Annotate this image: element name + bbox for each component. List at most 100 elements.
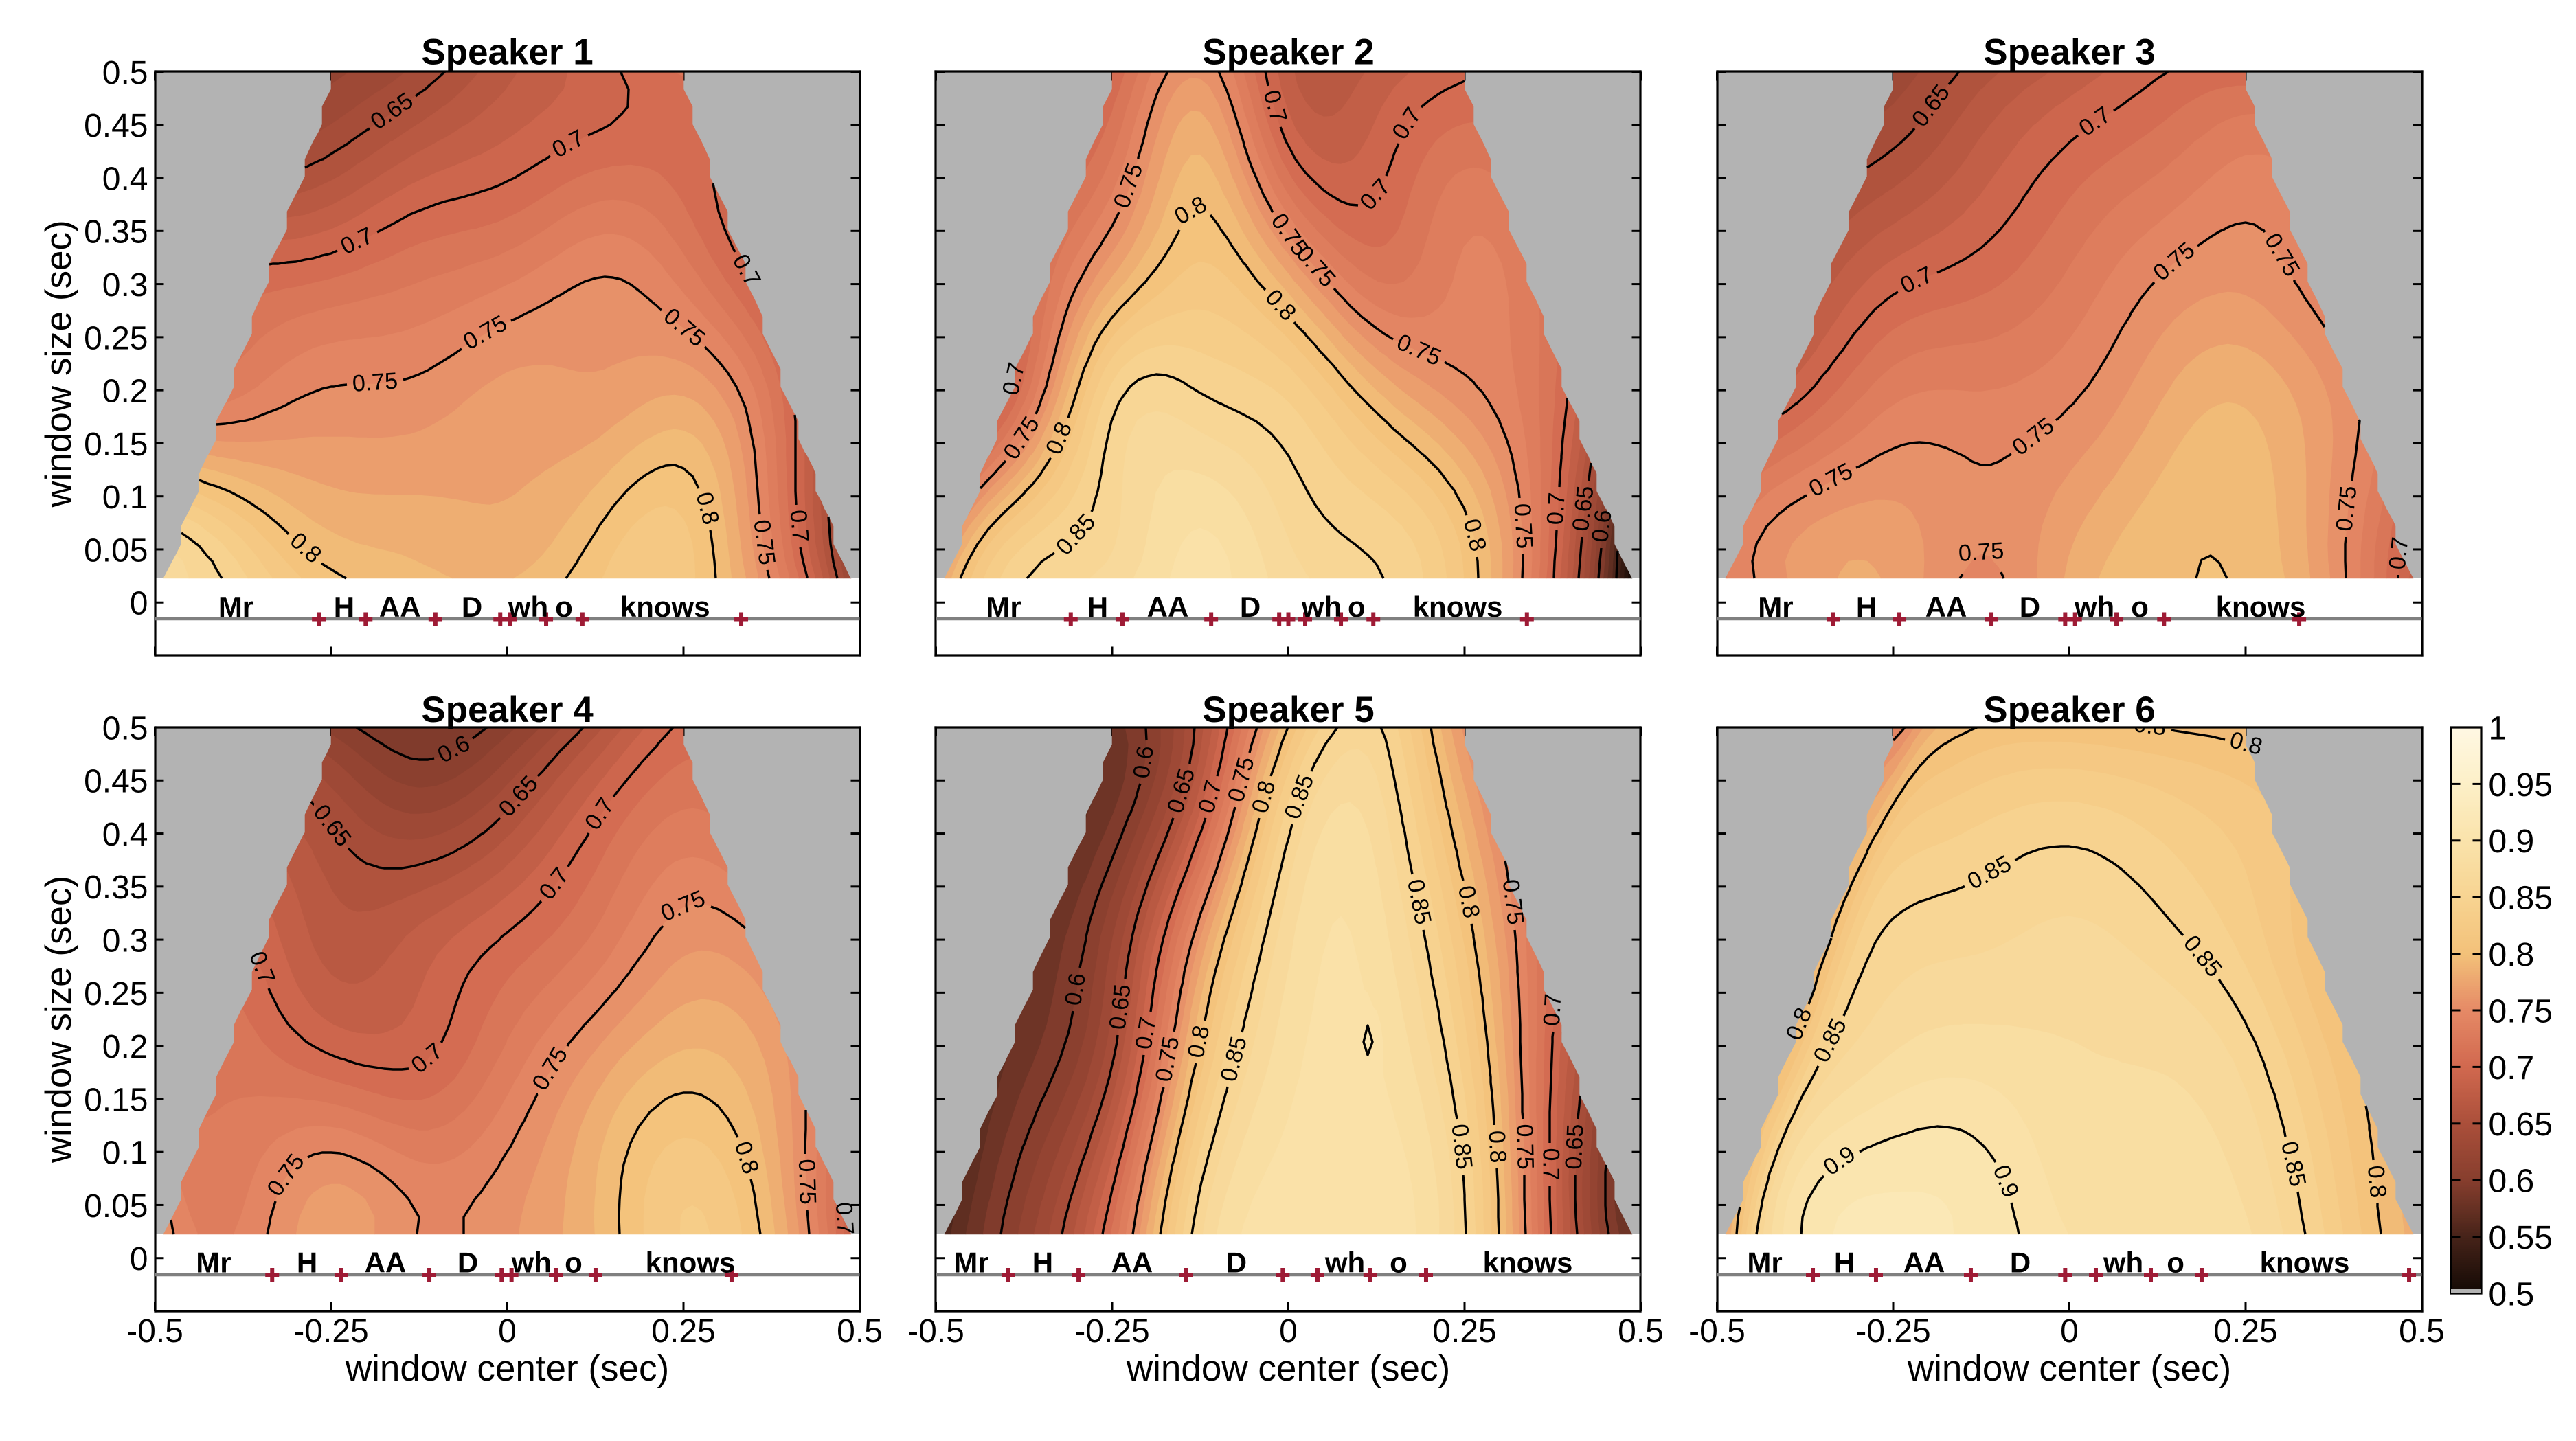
svg-text:Mr: Mr bbox=[953, 1246, 988, 1278]
svg-text:window size (sec): window size (sec) bbox=[38, 876, 79, 1164]
svg-text:0.7: 0.7 bbox=[1131, 1015, 1162, 1051]
svg-text:-0.5: -0.5 bbox=[126, 1313, 183, 1350]
svg-text:0.05: 0.05 bbox=[84, 1188, 148, 1225]
svg-text:0.5: 0.5 bbox=[1618, 1313, 1664, 1350]
svg-text:0.75: 0.75 bbox=[2489, 993, 2553, 1030]
svg-text:0.8: 0.8 bbox=[2489, 937, 2535, 973]
svg-text:H: H bbox=[297, 1246, 317, 1278]
svg-text:0: 0 bbox=[1279, 1313, 1298, 1350]
svg-text:window center (sec): window center (sec) bbox=[345, 1348, 669, 1389]
svg-text:window center (sec): window center (sec) bbox=[1126, 1348, 1450, 1389]
svg-text:D: D bbox=[2020, 591, 2040, 623]
svg-text:0.5: 0.5 bbox=[2399, 1313, 2445, 1350]
svg-text:0.65: 0.65 bbox=[1561, 1124, 1589, 1170]
svg-text:0.45: 0.45 bbox=[84, 764, 148, 800]
svg-text:0.75: 0.75 bbox=[352, 367, 399, 396]
svg-text:Speaker 4: Speaker 4 bbox=[421, 690, 594, 730]
svg-text:0.65: 0.65 bbox=[1568, 484, 1599, 532]
svg-text:knows: knows bbox=[1483, 1246, 1573, 1278]
svg-text:AA: AA bbox=[365, 1246, 407, 1278]
svg-text:0.25: 0.25 bbox=[84, 976, 148, 1012]
svg-text:D: D bbox=[462, 591, 482, 623]
svg-text:0.35: 0.35 bbox=[84, 214, 148, 251]
svg-text:0.6: 0.6 bbox=[1587, 508, 1617, 544]
svg-text:knows: knows bbox=[620, 591, 710, 623]
svg-text:o: o bbox=[555, 591, 573, 623]
svg-text:o: o bbox=[1348, 591, 1366, 623]
svg-text:Speaker 1: Speaker 1 bbox=[421, 32, 593, 73]
svg-text:0.85: 0.85 bbox=[1446, 1122, 1477, 1170]
svg-text:Speaker 3: Speaker 3 bbox=[1983, 32, 2155, 73]
svg-text:D: D bbox=[457, 1246, 478, 1278]
svg-text:knows: knows bbox=[2260, 1246, 2350, 1278]
svg-text:AA: AA bbox=[1925, 591, 1967, 623]
svg-text:AA: AA bbox=[1111, 1246, 1153, 1278]
svg-text:o: o bbox=[1390, 1246, 1408, 1278]
svg-text:knows: knows bbox=[1413, 591, 1503, 623]
svg-text:H: H bbox=[1087, 591, 1108, 623]
svg-text:0.75: 0.75 bbox=[1511, 1124, 1539, 1170]
svg-text:knows: knows bbox=[646, 1246, 736, 1278]
svg-text:Mr: Mr bbox=[1758, 591, 1793, 623]
svg-text:0.5: 0.5 bbox=[837, 1313, 883, 1350]
svg-text:0.2: 0.2 bbox=[102, 374, 148, 410]
svg-text:0.65: 0.65 bbox=[2489, 1107, 2553, 1143]
svg-text:0.35: 0.35 bbox=[84, 870, 148, 906]
svg-text:H: H bbox=[1856, 591, 1877, 623]
svg-text:wh: wh bbox=[1324, 1246, 1365, 1278]
svg-text:0.75: 0.75 bbox=[1958, 538, 2005, 567]
svg-text:0.3: 0.3 bbox=[102, 267, 148, 304]
svg-text:0.2: 0.2 bbox=[102, 1029, 148, 1065]
svg-text:Mr: Mr bbox=[218, 591, 253, 623]
svg-text:0.15: 0.15 bbox=[84, 427, 148, 463]
svg-text:-0.25: -0.25 bbox=[1855, 1313, 1930, 1350]
svg-text:0.8: 0.8 bbox=[2362, 1164, 2391, 1199]
svg-text:-0.25: -0.25 bbox=[1074, 1313, 1149, 1350]
svg-text:0.65: 0.65 bbox=[1105, 983, 1136, 1031]
svg-text:Speaker 5: Speaker 5 bbox=[1202, 690, 1374, 730]
svg-text:0.25: 0.25 bbox=[84, 320, 148, 356]
svg-text:0.75: 0.75 bbox=[1498, 878, 1529, 926]
svg-text:0.8: 0.8 bbox=[2132, 711, 2168, 740]
svg-text:0.8: 0.8 bbox=[1183, 1023, 1215, 1060]
svg-text:0: 0 bbox=[2060, 1313, 2079, 1350]
svg-text:Mr: Mr bbox=[986, 591, 1021, 623]
svg-text:0.25: 0.25 bbox=[2213, 1313, 2277, 1350]
svg-text:0.5: 0.5 bbox=[102, 710, 148, 747]
svg-text:0.75: 0.75 bbox=[1509, 503, 1538, 549]
svg-text:wh: wh bbox=[1301, 591, 1342, 623]
svg-text:-0.5: -0.5 bbox=[1688, 1313, 1745, 1350]
svg-text:0.85: 0.85 bbox=[2489, 881, 2553, 917]
svg-text:0.25: 0.25 bbox=[651, 1313, 715, 1350]
svg-text:o: o bbox=[2131, 591, 2149, 623]
svg-text:0.55: 0.55 bbox=[2489, 1220, 2553, 1256]
svg-text:0.5: 0.5 bbox=[102, 55, 148, 91]
svg-text:0.45: 0.45 bbox=[84, 108, 148, 144]
svg-text:0.4: 0.4 bbox=[102, 817, 148, 853]
svg-text:-0.5: -0.5 bbox=[907, 1313, 964, 1350]
svg-text:0.8: 0.8 bbox=[1483, 1130, 1511, 1164]
svg-text:AA: AA bbox=[1903, 1246, 1945, 1278]
svg-text:0.7: 0.7 bbox=[1538, 1148, 1564, 1181]
svg-text:0.7: 0.7 bbox=[1542, 492, 1570, 526]
svg-text:H: H bbox=[334, 591, 354, 623]
svg-text:0.9: 0.9 bbox=[2489, 824, 2535, 860]
svg-text:wh: wh bbox=[511, 1246, 552, 1278]
svg-text:0: 0 bbox=[498, 1313, 517, 1350]
svg-text:0.5: 0.5 bbox=[2489, 1276, 2535, 1313]
svg-text:AA: AA bbox=[379, 591, 421, 623]
svg-text:D: D bbox=[1226, 1246, 1247, 1278]
svg-text:0.6: 0.6 bbox=[2489, 1164, 2535, 1200]
svg-text:knows: knows bbox=[2216, 591, 2306, 623]
svg-text:0.7: 0.7 bbox=[2384, 536, 2414, 571]
svg-text:0.95: 0.95 bbox=[2489, 767, 2553, 804]
svg-text:1: 1 bbox=[2489, 710, 2507, 747]
svg-text:0.15: 0.15 bbox=[84, 1082, 148, 1118]
svg-text:wh: wh bbox=[2103, 1246, 2143, 1278]
svg-text:0.4: 0.4 bbox=[102, 161, 148, 197]
svg-text:0.3: 0.3 bbox=[102, 922, 148, 959]
svg-text:H: H bbox=[1834, 1246, 1855, 1278]
svg-text:0.6: 0.6 bbox=[1060, 971, 1091, 1008]
svg-text:0.05: 0.05 bbox=[84, 532, 148, 569]
svg-text:0.8: 0.8 bbox=[1453, 883, 1484, 920]
